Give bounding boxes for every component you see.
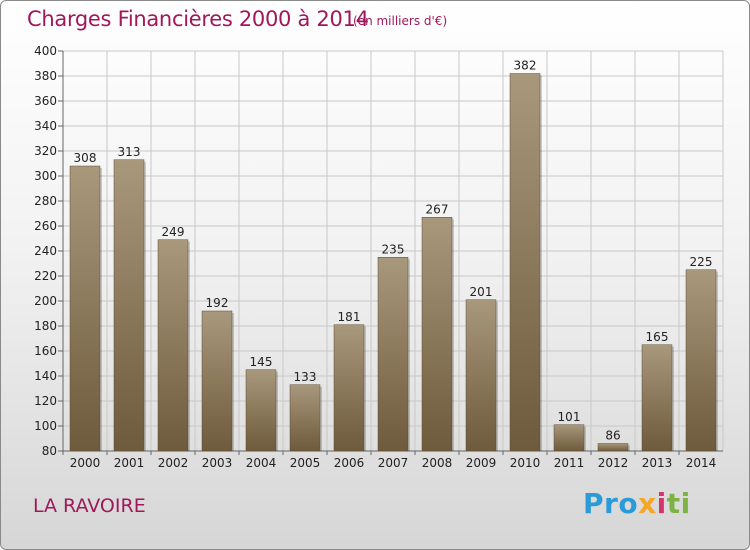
x-tick-label: 2006 xyxy=(334,456,365,470)
y-tick-label: 220 xyxy=(34,269,57,283)
y-tick-label: 260 xyxy=(34,219,57,233)
bar-value-label: 313 xyxy=(118,145,141,159)
x-tick-label: 2014 xyxy=(686,456,717,470)
y-tick-label: 360 xyxy=(34,94,57,108)
bar-value-label: 249 xyxy=(162,225,185,239)
bar-2007[interactable] xyxy=(377,257,409,452)
bar-value-label: 86 xyxy=(605,429,620,443)
x-tick-label: 2009 xyxy=(466,456,497,470)
x-tick-label: 2003 xyxy=(202,456,233,470)
y-tick-label: 280 xyxy=(34,194,57,208)
x-tick-label: 2001 xyxy=(114,456,145,470)
bar-value-label: 201 xyxy=(470,285,493,299)
bars xyxy=(69,73,718,452)
y-tick-label: 340 xyxy=(34,119,57,133)
y-tick-label: 320 xyxy=(34,144,57,158)
y-tick-label: 80 xyxy=(42,444,57,458)
x-tick-label: 2013 xyxy=(642,456,673,470)
bar-2000[interactable] xyxy=(69,165,101,452)
bar-2003[interactable] xyxy=(201,310,233,452)
bar-value-label: 308 xyxy=(74,151,97,165)
x-tick-label: 2007 xyxy=(378,456,409,470)
bar-2010[interactable] xyxy=(509,73,541,452)
x-tick-label: 2004 xyxy=(246,456,277,470)
chart-subtitle: (en milliers d'€) xyxy=(353,14,448,28)
bar-value-label: 267 xyxy=(426,202,449,216)
y-tick-label: 180 xyxy=(34,319,57,333)
bar-value-label: 192 xyxy=(206,296,229,310)
bar-2014[interactable] xyxy=(685,269,717,452)
bar-value-label: 165 xyxy=(646,330,669,344)
proxiti-logo[interactable]: Proxiti xyxy=(583,487,691,520)
logo-part-ti: ti xyxy=(666,487,691,520)
place-name: LA RAVOIRE xyxy=(33,495,146,517)
bar-2012[interactable] xyxy=(597,443,629,452)
logo-part-i: i xyxy=(656,487,667,520)
bar-value-label: 235 xyxy=(382,242,405,256)
bar-2008[interactable] xyxy=(421,217,453,452)
bar-2001[interactable] xyxy=(113,159,145,452)
logo-part-x: x xyxy=(638,487,657,520)
bar-value-label: 133 xyxy=(294,370,317,384)
bar-value-label: 225 xyxy=(690,255,713,269)
bar-value-label: 145 xyxy=(250,355,273,369)
bar-2013[interactable] xyxy=(641,344,673,452)
y-tick-label: 400 xyxy=(34,44,57,58)
y-tick-label: 120 xyxy=(34,394,57,408)
x-tick-label: 2010 xyxy=(510,456,541,470)
x-tick-label: 2005 xyxy=(290,456,321,470)
bar-value-label: 101 xyxy=(558,410,581,424)
bar-value-label: 382 xyxy=(514,59,537,73)
labels: 80 100 120 140 160 180 200 220 240 260 280 300 320 34… xyxy=(34,44,716,470)
bar-2002[interactable] xyxy=(157,239,189,452)
chart-title: Charges Financières 2000 à 2014 xyxy=(27,7,369,31)
y-tick-label: 140 xyxy=(34,369,57,383)
y-tick-label: 380 xyxy=(34,69,57,83)
y-tick-label: 240 xyxy=(34,244,57,258)
y-tick-label: 160 xyxy=(34,344,57,358)
x-tick-label: 2002 xyxy=(158,456,189,470)
y-tick-label: 200 xyxy=(34,294,57,308)
bar-value-label: 181 xyxy=(338,310,361,324)
bar-2011[interactable] xyxy=(553,424,585,452)
x-tick-label: 2011 xyxy=(554,456,585,470)
bar-2004[interactable] xyxy=(245,369,277,452)
x-tick-label: 2008 xyxy=(422,456,453,470)
bar-2005[interactable] xyxy=(289,384,321,452)
bar-2009[interactable] xyxy=(465,299,497,452)
y-tick-label: 100 xyxy=(34,419,57,433)
x-tick-label: 2012 xyxy=(598,456,629,470)
bar-2006[interactable] xyxy=(333,324,365,452)
x-tick-label: 2000 xyxy=(70,456,101,470)
logo-part-pro: Pro xyxy=(583,487,639,520)
y-tick-label: 300 xyxy=(34,169,57,183)
